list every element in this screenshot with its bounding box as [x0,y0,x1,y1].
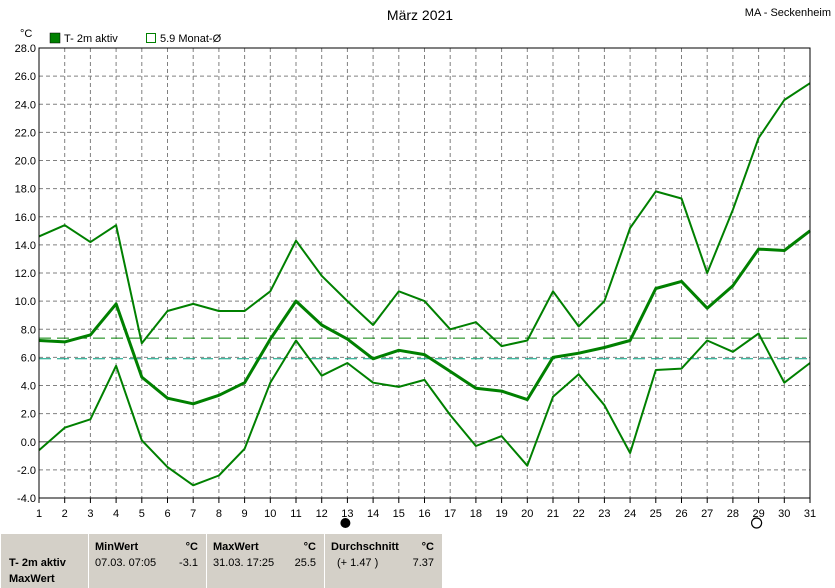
y-tick-label: 28.0 [15,43,36,55]
station-label: MA - Seckenheim [745,7,831,19]
moon-phase-markers [340,517,763,529]
footer-series-panel: T- 2m aktiv MaxWert [0,534,88,588]
x-tick-label: 11 [290,508,301,520]
x-tick-label: 24 [624,508,636,520]
average-value: 7.37 [412,557,434,569]
max-value: 25.5 [294,557,316,569]
x-tick-label: 14 [367,508,379,520]
x-tick-label: 21 [547,508,559,520]
y-tick-label: 26.0 [15,71,36,83]
legend-label-monthly-average: 5.9 Monat-Ø [160,33,222,45]
x-tick-label: 6 [164,508,170,520]
y-tick-label: 22.0 [15,127,36,139]
x-tick-label: 31 [804,508,816,520]
x-tick-label: 20 [521,508,533,520]
chart-title: März 2021 [387,7,453,23]
x-tick-label: 12 [316,508,328,520]
average-delta: (+ 1.47 ) [337,557,379,569]
full-moon-icon [750,517,763,529]
x-tick-label: 28 [727,508,739,520]
min-value: -3.1 [179,557,198,569]
y-tick-label: 2.0 [21,409,36,421]
temperature-chart: März 2021 MA - Seckenheim °C T- 2m aktiv… [15,7,831,529]
x-tick-label: 17 [444,508,456,520]
series-layer [38,82,811,487]
x-tick-label: 15 [393,508,405,520]
x-tick-label: 16 [418,508,430,520]
x-tick-label: 27 [701,508,713,520]
legend-label-current: T- 2m aktiv [64,33,118,45]
y-tick-label: 12.0 [15,268,36,280]
y-tick-label: 24.0 [15,99,36,111]
max-datetime: 31.03. 17:25 [213,557,275,569]
x-tick-label: 13 [341,508,353,520]
footer-row-label: MaxWert [9,573,55,585]
y-axis-unit: °C [20,28,32,40]
footer-max-panel: MaxWert °C 31.03. 17:25 25.5 [206,534,324,588]
plot-frame [38,47,811,499]
statistics-footer: T- 2m aktiv MaxWert MinWert °C 07.03. 07… [0,534,835,588]
x-tick-label: 22 [573,508,585,520]
x-tick-label: 9 [242,508,248,520]
legend-swatch-outline [146,33,156,43]
min-datetime: 07.03. 07:05 [95,557,157,569]
reference-lines [39,337,810,360]
x-tick-label: 23 [598,508,610,520]
x-tick-label: 3 [87,508,93,520]
y-tick-label: 16.0 [15,212,36,224]
footer-min-panel: MinWert °C 07.03. 07:05 -3.1 [88,534,206,588]
axis-layer: -4.0 -2.0 0.0 2.0 4.0 6.0 8.0 10.0 12.0 14.0 16.0 1… [15,43,817,520]
y-tick-label: 8.0 [21,324,36,336]
x-tick-label: 8 [216,508,222,520]
series-line-mean [38,229,811,406]
average-unit: °C [421,541,434,553]
x-tick-label: 25 [650,508,662,520]
x-tick-label: 18 [470,508,482,520]
legend-swatch-filled [49,32,61,44]
grid-layer [39,48,810,498]
y-tick-label: 20.0 [15,156,36,168]
x-tick-label: 2 [62,508,68,520]
y-tick-label: -4.0 [17,493,36,505]
x-tick-label: 29 [752,508,764,520]
x-tick-label: 26 [675,508,687,520]
footer-average-panel: Durchschnitt °C (+ 1.47 ) 7.37 [324,534,442,588]
new-moon-icon [340,518,351,528]
y-tick-label: 0.0 [21,437,36,449]
x-tick-label: 7 [190,508,196,520]
x-tick-label: 5 [139,508,145,520]
y-tick-label: 18.0 [15,184,36,196]
x-tick-label: 19 [495,508,507,520]
average-label: Durchschnitt [331,541,399,553]
x-tick-label: 10 [264,508,276,520]
x-tick-label: 30 [778,508,790,520]
x-tick-label: 4 [113,508,119,520]
min-label: MinWert [95,541,139,553]
y-tick-label: 6.0 [21,352,36,364]
series-line-max [38,82,811,348]
min-unit: °C [185,541,198,553]
y-tick-label: 14.0 [15,240,36,252]
max-label: MaxWert [213,541,259,553]
footer-series-name: T- 2m aktiv [9,557,66,569]
series-line-min [38,332,811,487]
x-tick-label: 1 [36,508,42,520]
y-tick-label: 4.0 [21,381,36,393]
max-unit: °C [303,541,316,553]
y-tick-label: -2.0 [17,465,36,477]
y-tick-label: 10.0 [15,296,36,308]
